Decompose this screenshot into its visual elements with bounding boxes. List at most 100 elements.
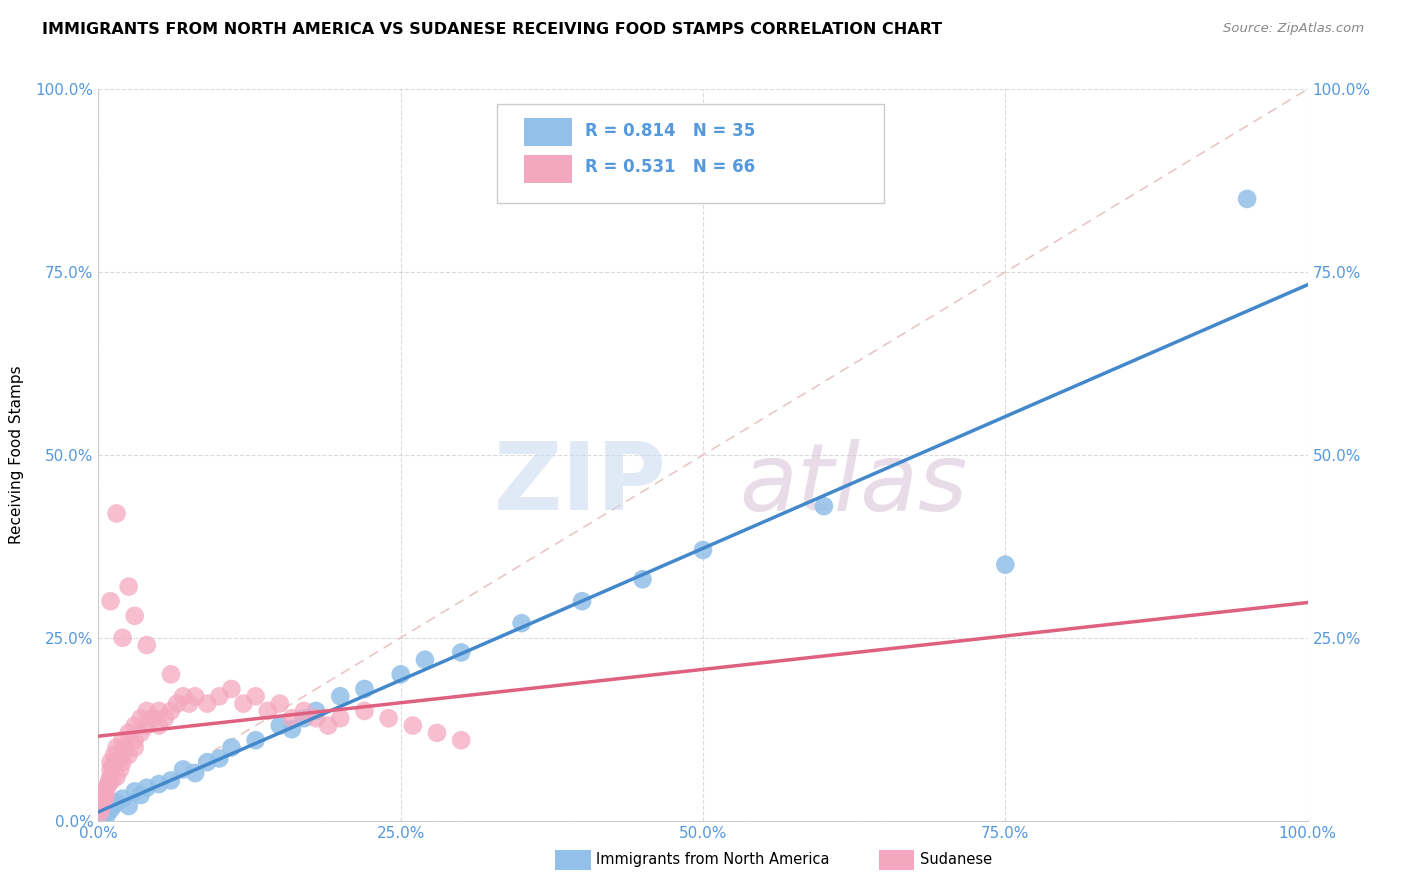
Point (377, 711, 399, 725)
Text: R = 0.531   N = 66: R = 0.531 N = 66 (585, 159, 755, 177)
Point (100, 763, 122, 777)
Point (1236, 192, 1258, 206)
Point (111, 733, 134, 747)
Point (118, 747, 141, 762)
Point (245, 733, 267, 747)
Point (101, 799, 124, 814)
Point (111, 755, 134, 769)
Point (124, 740, 146, 755)
Point (124, 718, 146, 732)
Point (316, 718, 339, 732)
Point (195, 755, 218, 769)
Point (93, 791, 115, 805)
Point (91, 810, 114, 824)
Point (208, 751, 231, 765)
Point (208, 690, 231, 704)
Point (450, 645, 472, 659)
Point (118, 726, 141, 740)
Point (114, 740, 136, 755)
Point (305, 704, 328, 718)
Text: Sudanese: Sudanese (920, 853, 991, 867)
Point (124, 733, 146, 747)
Point (96, 807, 118, 822)
Point (105, 770, 128, 784)
Point (93, 784, 115, 798)
Point (135, 638, 157, 652)
Point (153, 711, 176, 725)
Point (100, 803, 122, 817)
Point (129, 788, 152, 802)
Point (91, 796, 114, 810)
Point (305, 711, 328, 725)
Point (195, 697, 218, 711)
Point (97, 777, 120, 791)
Point (184, 766, 207, 780)
Point (450, 733, 472, 747)
Point (111, 747, 134, 762)
Point (105, 755, 128, 769)
Point (813, 499, 835, 513)
Point (148, 777, 170, 791)
Point (129, 726, 152, 740)
Point (135, 704, 157, 718)
Point (90, 803, 112, 817)
Point (135, 780, 157, 795)
Point (245, 690, 267, 704)
Text: atlas: atlas (740, 439, 967, 530)
Point (281, 723, 304, 737)
Text: Source: ZipAtlas.com: Source: ZipAtlas.com (1223, 22, 1364, 36)
Point (692, 543, 714, 558)
FancyBboxPatch shape (524, 155, 572, 183)
Point (100, 770, 122, 784)
Point (402, 718, 425, 732)
Point (129, 711, 152, 725)
Text: IMMIGRANTS FROM NORTH AMERICA VS SUDANESE RECEIVING FOOD STAMPS CORRELATION CHAR: IMMIGRANTS FROM NORTH AMERICA VS SUDANES… (42, 22, 942, 37)
Point (124, 784, 146, 798)
Point (148, 704, 170, 718)
Point (89, 806, 111, 821)
Point (118, 580, 141, 594)
Text: ZIP: ZIP (494, 438, 666, 530)
Point (281, 711, 304, 725)
Point (994, 558, 1017, 572)
Point (160, 704, 183, 718)
Point (100, 594, 122, 608)
Point (101, 758, 124, 772)
Point (510, 616, 533, 631)
Point (172, 763, 194, 777)
Point (256, 704, 278, 718)
Point (148, 718, 170, 732)
Point (111, 791, 134, 805)
Y-axis label: Receiving Food Stamps: Receiving Food Stamps (10, 366, 24, 544)
Point (103, 747, 125, 762)
FancyBboxPatch shape (498, 103, 884, 202)
Point (353, 681, 375, 696)
Point (329, 711, 352, 725)
Point (118, 799, 141, 814)
Point (94, 788, 117, 802)
Point (160, 667, 183, 681)
Point (179, 697, 201, 711)
Point (353, 704, 375, 718)
Point (96, 780, 118, 795)
Point (91, 799, 114, 814)
Point (329, 690, 352, 704)
Text: Immigrants from North America: Immigrants from North America (596, 853, 830, 867)
Point (111, 631, 134, 645)
Point (100, 773, 122, 788)
Point (232, 697, 254, 711)
Point (184, 690, 207, 704)
Point (105, 740, 128, 755)
Point (108, 763, 131, 777)
Point (221, 681, 243, 696)
Point (269, 697, 291, 711)
Point (160, 773, 183, 788)
Point (124, 608, 146, 623)
Point (269, 718, 291, 732)
Point (98, 773, 121, 788)
Point (221, 740, 243, 755)
Point (571, 594, 593, 608)
Point (631, 572, 654, 586)
Point (292, 704, 315, 718)
Point (93, 806, 115, 821)
